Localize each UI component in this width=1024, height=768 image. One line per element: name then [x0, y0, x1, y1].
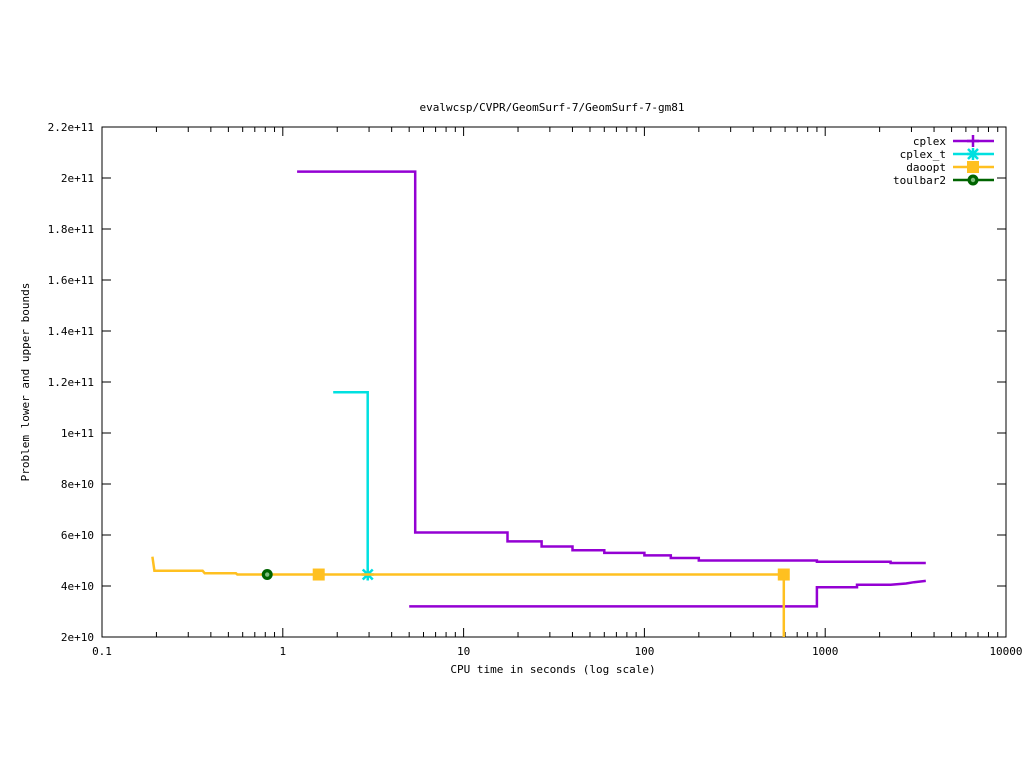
y-tick-label: 1.6e+11 — [48, 274, 94, 287]
series-line-cplex-0 — [297, 170, 926, 565]
series-layer — [151, 170, 926, 637]
x-axis: 0.1 1 10 100 1000 10000 — [92, 127, 1023, 658]
legend-item-cplex: cplex — [913, 135, 994, 148]
point-daoopt — [312, 568, 325, 581]
series-cplex-t — [333, 390, 374, 581]
legend-marker-daoopt — [967, 161, 979, 173]
chart-title: evalwcsp/CVPR/GeomSurf-7/GeomSurf-7-gm81 — [420, 101, 685, 114]
x-tick-label: 1000 — [812, 645, 839, 658]
legend-marker-cplex-t — [967, 148, 979, 160]
series-toulbar2 — [261, 569, 273, 581]
plot-frame — [101, 126, 1007, 638]
y-axis-label: Problem lower and upper bounds — [19, 283, 32, 482]
legend-marker-cplex — [967, 135, 979, 147]
x-tick-label: 10000 — [989, 645, 1022, 658]
x-tick-label: 1 — [279, 645, 286, 658]
y-tick-label: 4e+10 — [61, 580, 94, 593]
point-toulbar2-center — [265, 572, 270, 577]
y-tick-label: 6e+10 — [61, 529, 94, 542]
series-daoopt — [151, 556, 790, 637]
y-tick-label: 1.2e+11 — [48, 376, 94, 389]
point-daoopt — [777, 568, 790, 581]
series-cplex — [297, 170, 926, 608]
y-tick-label: 2e+10 — [61, 631, 94, 644]
legend-label: cplex — [913, 135, 946, 148]
y-tick-label: 1.8e+11 — [48, 223, 94, 236]
legend-label: daoopt — [906, 161, 946, 174]
y-axis: 2e+10 4e+10 6e+10 8e+10 1e+11 1.2e+11 1.4e+11 1… — [48, 121, 1006, 644]
y-tick-label: 1.4e+11 — [48, 325, 94, 338]
x-tick-label: 10 — [457, 645, 470, 658]
series-line-cplex-t-0 — [333, 390, 369, 575]
y-tick-label: 2.2e+11 — [48, 121, 94, 134]
x-tick-label: 0.1 — [92, 645, 112, 658]
legend-item-daoopt: daoopt — [906, 161, 994, 174]
legend-item-toulbar2: toulbar2 — [893, 174, 994, 187]
x-tick-label: 100 — [634, 645, 654, 658]
legend-label: toulbar2 — [893, 174, 946, 187]
legend-marker-toulbar2-center — [970, 177, 976, 183]
plot-border — [101, 126, 1007, 638]
series-line-cplex-1 — [409, 579, 926, 608]
legend-label: cplex_t — [900, 148, 946, 161]
y-tick-label: 2e+11 — [61, 172, 94, 185]
series-line-daoopt-0 — [151, 556, 786, 637]
legend-item-cplex-t: cplex_t — [900, 148, 994, 161]
x-axis-label: CPU time in seconds (log scale) — [450, 663, 655, 676]
y-tick-label: 8e+10 — [61, 478, 94, 491]
y-tick-label: 1e+11 — [61, 427, 94, 440]
